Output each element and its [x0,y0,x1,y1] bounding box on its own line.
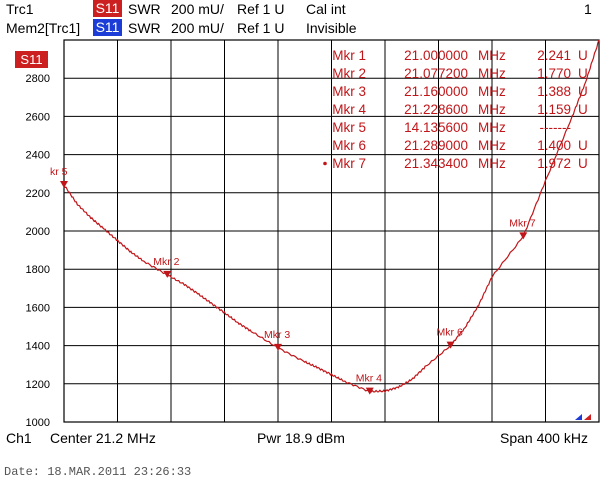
timestamp: Date: 18.MAR.2011 23:26:33 [4,465,192,479]
swr-trace-line [63,39,600,394]
trace2-param-badge[interactable]: S11 [93,19,122,36]
marker-table-unit: MHz [478,102,506,117]
marker-table-value: 1.388 [537,84,571,99]
marker-table-value-unit: U [578,156,588,171]
y-tick-label: 2800 [26,73,50,85]
center-frequency[interactable]: Center 21.2 MHz [50,430,156,446]
marker-table-label: Mkr 7 [332,156,366,171]
trace-offscreen-icon [584,414,591,420]
y-tick-label: 2000 [26,226,50,238]
y-tick-label: 1600 [26,302,50,314]
mem-trace-offscreen-icon [575,414,582,420]
marker-table-value: 1.400 [537,138,571,153]
marker-table-unit: MHz [478,66,506,81]
marker-table-value: 1.972 [537,156,571,171]
marker-table-freq: 21.289000 [404,138,468,153]
marker-table-freq: 21.000000 [404,48,468,63]
marker-table-value-unit: U [578,102,588,117]
span-frequency[interactable]: Span 400 kHz [500,430,588,446]
marker-table-freq: 21.160000 [404,84,468,99]
marker-plot-label: Mkr 7 [509,217,535,229]
marker-table-label: Mkr 6 [332,138,366,153]
marker-table-value-unit: U [578,84,588,99]
marker-triangle [274,343,282,351]
marker-table-value-unit: U [578,138,588,153]
marker-table-unit: MHz [478,120,506,135]
trace2-status: Invisible [306,20,357,36]
marker-plot-label: Mkr 4 [356,373,382,385]
trace-badge-label: S11 [20,52,42,67]
marker-table-label: Mkr 5 [332,120,366,135]
marker-table-unit: MHz [478,84,506,99]
active-marker-dot [323,161,327,166]
marker-table-value: 1.770 [537,66,571,81]
channel-number: 1 [584,1,592,17]
y-tick-label: 2200 [26,188,50,200]
trace1-scale: 200 mU/ [171,1,224,17]
trace2-scale: 200 mU/ [171,20,224,36]
marker-table-label: Mkr 3 [332,84,366,99]
marker-table-value: ------- [540,120,571,135]
y-tick-label: 2600 [26,111,50,123]
trace2-format: SWR [128,20,161,36]
trace2-name: Mem2[Trc1] [6,20,81,36]
y-tick-label: 2400 [26,150,50,162]
marker-plot-label: Mkr 3 [264,329,290,341]
marker-table-value-unit: U [578,48,588,63]
marker-triangle [365,387,374,395]
marker-table-freq: 21.343400 [404,156,468,171]
marker-plot-label: Mkr 6 [437,327,463,339]
trace1-format: SWR [128,1,161,17]
marker-table-unit: MHz [478,138,506,153]
marker-triangle [519,232,528,240]
marker-table-value-unit: U [578,66,588,81]
trace1-param-badge[interactable]: S11 [93,0,122,17]
y-tick-label: 1800 [26,264,50,276]
y-tick-label: 1400 [26,341,50,353]
channel-label: Ch1 [6,430,32,446]
marker-table-unit: MHz [478,48,506,63]
y-tick-label: 1000 [26,417,50,429]
trace1-ref: Ref 1 U [237,1,285,17]
trace-badge [15,51,48,68]
trace1-name: Trc1 [6,1,34,17]
trace2-ref: Ref 1 U [237,20,285,36]
power-level[interactable]: Pwr 18.9 dBm [257,430,345,446]
marker-table-label: Mkr 1 [332,48,366,63]
marker-table-label: Mkr 2 [332,66,366,81]
marker-table-value: 2.241 [537,48,571,63]
marker-plot-label: Mkr 2 [153,256,179,268]
marker-triangle [60,180,68,188]
marker-triangle [446,341,455,349]
marker-table-label: Mkr 4 [332,102,366,117]
marker-table-unit: MHz [478,156,506,171]
marker-table-freq: 21.228600 [404,102,468,117]
marker-plot-label: kr 5 [50,166,68,178]
marker-table-freq: 21.077200 [404,66,468,81]
marker-table-value: 1.159 [537,102,571,117]
y-tick-label: 1200 [26,379,50,391]
marker-triangle [163,270,172,278]
trace1-status: Cal int [306,1,346,17]
marker-table-freq: 14.135600 [404,120,468,135]
